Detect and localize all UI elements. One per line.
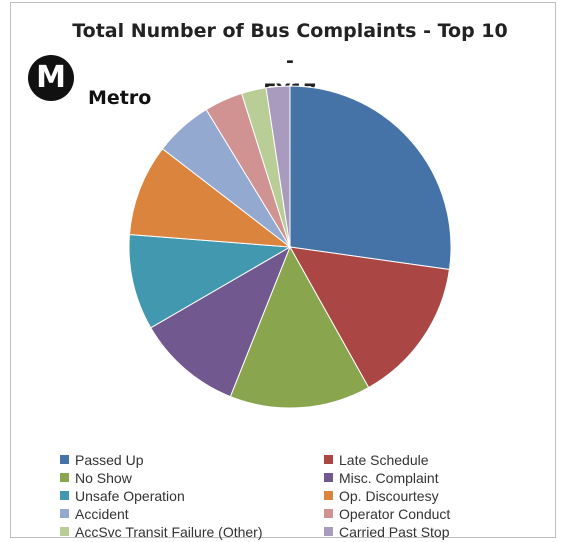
legend-item: Passed Up <box>60 451 143 469</box>
legend-label: Misc. Complaint <box>339 470 439 486</box>
legend-label: Accident <box>75 506 129 522</box>
pie-slice-passed-up <box>289 85 452 271</box>
legend-swatch <box>60 455 69 464</box>
legend-swatch <box>324 491 333 500</box>
legend-swatch <box>324 527 333 536</box>
chart-title-line-1: Total Number of Bus Complaints - Top 10 … <box>72 20 508 72</box>
pie-slice-carried-past-stop <box>265 85 291 248</box>
legend-label: Carried Past Stop <box>339 524 450 540</box>
legend-label: Passed Up <box>75 452 144 468</box>
legend-swatch <box>324 473 333 482</box>
metro-logo-icon: M <box>28 55 74 101</box>
pie-slice-unsafe-operation <box>128 233 292 329</box>
legend-item: No Show <box>60 469 132 487</box>
legend-swatch <box>324 509 333 518</box>
legend-item: Late Schedule <box>324 451 429 469</box>
legend-item: Carried Past Stop <box>324 523 450 541</box>
legend-swatch <box>60 509 69 518</box>
pie-slice-no-show <box>229 245 370 409</box>
legend-item: AccSvc Transit Failure (Other) <box>60 523 263 541</box>
legend-swatch <box>60 527 69 536</box>
legend-label: Late Schedule <box>339 452 429 468</box>
legend-label: Operator Conduct <box>339 506 451 522</box>
legend-item: Misc. Complaint <box>324 469 439 487</box>
legend-swatch <box>324 455 333 464</box>
legend-label: Op. Discourtesy <box>339 488 439 504</box>
legend-item: Unsafe Operation <box>60 487 185 505</box>
legend-swatch <box>60 491 69 500</box>
pie-slice-op-discourtesy <box>128 148 292 248</box>
pie-slice-misc-complaint <box>150 245 292 398</box>
legend-swatch <box>60 473 69 482</box>
metro-logo-text: Metro <box>88 87 152 109</box>
legend-item: Op. Discourtesy <box>324 487 439 505</box>
legend-item: Accident <box>60 505 129 523</box>
legend-label: No Show <box>75 470 132 486</box>
legend-label: Unsafe Operation <box>75 488 185 504</box>
legend-item: Operator Conduct <box>324 505 450 523</box>
pie-slice-late-schedule <box>289 246 450 389</box>
legend-label: AccSvc Transit Failure (Other) <box>75 524 263 540</box>
